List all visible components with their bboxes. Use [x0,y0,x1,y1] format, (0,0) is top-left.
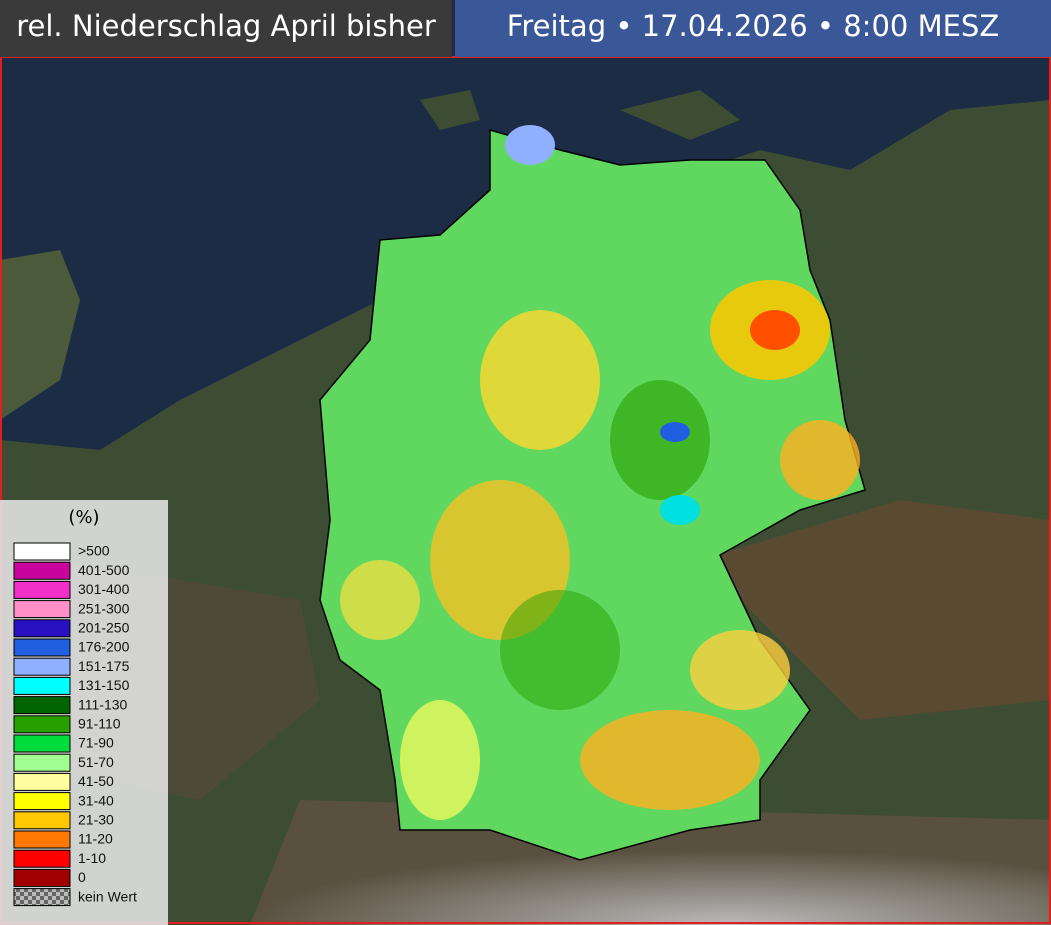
legend-swatch [13,542,71,561]
legend-label: 41-50 [78,773,114,789]
legend: >500 401-500 301-400 251-300 201-250 176-200 1… [13,542,137,907]
date-box [455,0,1051,57]
legend-label: 131-150 [78,677,130,693]
map-title: rel. Niederschlag April bisher [16,9,436,43]
legend-label: 1-10 [78,850,106,866]
legend-title: (%) [68,507,99,528]
legend-label: >500 [78,543,110,559]
timestamp: Freitag • 17.04.2026 • 8:00 MESZ [507,9,999,43]
legend-swatch [13,811,71,830]
legend-label: 0 [78,869,86,885]
legend-label: 201-250 [78,620,130,636]
legend-swatch [13,715,71,734]
legend-label: 31-40 [78,792,114,808]
legend-label: 21-30 [78,812,114,828]
precip-field [319,125,866,861]
legend-swatch [13,600,71,619]
title-box [0,0,452,57]
legend-label: 151-175 [78,658,130,674]
legend-swatch [13,580,71,599]
legend-swatch [13,676,71,695]
legend-label: 71-90 [78,735,114,751]
legend-label: 301-400 [78,581,130,597]
legend-swatch [13,830,71,849]
legend-swatch [13,868,71,887]
legend-label: kein Wert [78,888,137,904]
legend-label: 111-130 [78,696,128,712]
legend-label: 11-20 [78,831,113,847]
legend-swatch [13,734,71,753]
legend-swatch [13,561,71,580]
legend-swatch [13,753,71,772]
legend-swatch [13,638,71,657]
legend-swatch [13,772,71,791]
legend-label: 176-200 [78,639,130,655]
legend-label: 401-500 [78,562,130,578]
legend-swatch [13,792,71,811]
legend-label: 51-70 [78,754,114,770]
legend-swatch [13,849,71,868]
legend-label: 91-110 [78,716,121,732]
legend-swatch [13,657,71,676]
legend-swatch [13,619,71,638]
legend-swatch [13,888,71,907]
legend-swatch [13,696,71,715]
legend-label: 251-300 [78,600,130,616]
